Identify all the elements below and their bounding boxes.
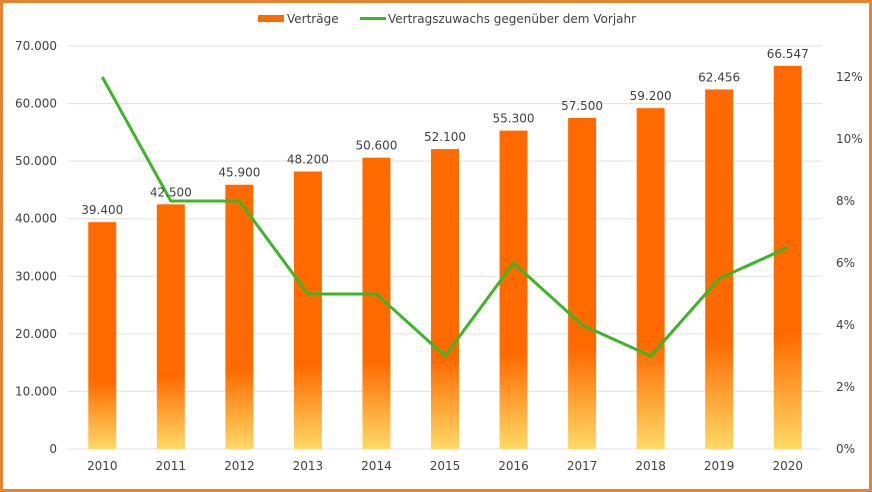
left-axis-tick-label: 70.000 xyxy=(15,39,57,53)
x-axis-tick-label: 2017 xyxy=(567,459,598,473)
x-axis-tick-label: 2016 xyxy=(498,459,529,473)
x-axis-tick-label: 2018 xyxy=(635,459,666,473)
legend: Verträge Vertragszuwachs gegenüber dem V… xyxy=(258,12,636,26)
x-axis-tick-label: 2020 xyxy=(772,459,803,473)
right-axis-tick-label: 2% xyxy=(836,380,855,394)
bar-data-label: 66.547 xyxy=(767,47,809,61)
x-axis-tick-label: 2014 xyxy=(361,459,392,473)
right-axis-tick-label: 4% xyxy=(836,318,855,332)
bar-data-label: 39.400 xyxy=(81,203,123,217)
bar-data-label: 42.500 xyxy=(150,185,192,199)
left-axis-tick-label: 50.000 xyxy=(15,154,57,168)
bar-2010 xyxy=(88,222,117,449)
bar-2016 xyxy=(499,130,528,449)
bar-2013 xyxy=(293,171,322,449)
left-axis-tick-label: 60.000 xyxy=(15,97,57,111)
left-axis-tick-label: 40.000 xyxy=(15,212,57,226)
legend-swatch-vertraege xyxy=(258,15,284,22)
bar-2012 xyxy=(225,184,254,450)
bar-data-label: 52.100 xyxy=(424,130,466,144)
left-axis-tick-label: 30.000 xyxy=(15,269,57,283)
right-axis-tick-label: 0% xyxy=(836,442,855,456)
bar-data-label: 55.300 xyxy=(493,112,535,126)
left-axis-tick-label: 10.000 xyxy=(15,384,57,398)
bar-2017 xyxy=(568,117,597,449)
right-axis-tick-label: 12% xyxy=(836,70,863,84)
bar-data-label: 48.200 xyxy=(287,153,329,167)
legend-label-zuwachs: Vertragszuwachs gegenüber dem Vorjahr xyxy=(388,12,636,26)
x-axis-tick-label: 2019 xyxy=(704,459,735,473)
left-axis-tick-label: 20.000 xyxy=(15,327,57,341)
x-axis-tick-label: 2015 xyxy=(430,459,461,473)
legend-label-vertraege: Verträge xyxy=(287,12,339,26)
right-axis-tick-label: 6% xyxy=(836,256,855,270)
x-axis-tick-label: 2011 xyxy=(156,459,187,473)
right-axis-tick-label: 8% xyxy=(836,194,855,208)
bar-data-label: 57.500 xyxy=(561,99,603,113)
bar-2019 xyxy=(705,89,734,449)
bar-2020 xyxy=(773,65,802,449)
x-axis-tick-label: 2012 xyxy=(224,459,255,473)
bar-2011 xyxy=(156,204,185,449)
bar-data-label: 59.200 xyxy=(630,89,672,103)
bar-2018 xyxy=(636,108,665,450)
left-axis-tick-label: 0 xyxy=(49,442,57,456)
x-axis-tick-label: 2013 xyxy=(293,459,324,473)
x-axis-tick-label: 2010 xyxy=(87,459,118,473)
bar-2015 xyxy=(431,149,459,449)
bar-data-label: 62.456 xyxy=(698,70,740,84)
bar-data-label: 45.900 xyxy=(218,166,260,180)
right-axis-tick-label: 10% xyxy=(836,132,863,146)
bar-data-label: 50.600 xyxy=(355,139,397,153)
